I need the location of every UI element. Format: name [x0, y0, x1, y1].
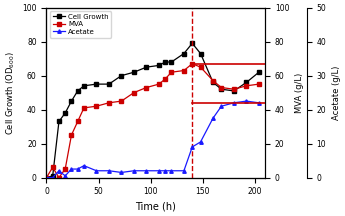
Acetate — [119, 171, 124, 174]
Cell Growth — [95, 83, 99, 85]
Cell Growth — [163, 61, 167, 63]
Acetate — [163, 170, 167, 172]
Cell Growth — [63, 112, 67, 114]
Cell Growth — [157, 64, 161, 67]
Acetate — [157, 170, 161, 172]
Cell Growth — [190, 42, 194, 45]
Acetate — [257, 102, 261, 104]
Cell Growth — [51, 175, 55, 177]
Cell Growth — [69, 100, 73, 102]
Cell Growth — [211, 81, 215, 84]
MVA — [69, 134, 73, 136]
Acetate — [51, 176, 55, 179]
Line: Cell Growth: Cell Growth — [45, 42, 260, 179]
Acetate — [57, 170, 61, 172]
Acetate — [244, 100, 248, 102]
MVA — [144, 86, 148, 89]
MVA — [219, 86, 224, 89]
Cell Growth — [144, 66, 148, 68]
Cell Growth — [257, 71, 261, 73]
Line: Acetate: Acetate — [45, 99, 260, 179]
Acetate — [95, 170, 99, 172]
Line: MVA: MVA — [45, 62, 260, 179]
Acetate — [82, 164, 86, 167]
Cell Growth — [169, 61, 174, 63]
Y-axis label: Acetate (g/L): Acetate (g/L) — [332, 65, 341, 120]
Acetate — [211, 117, 215, 119]
Legend: Cell Growth, MVA, Acetate: Cell Growth, MVA, Acetate — [50, 11, 111, 38]
Cell Growth — [76, 90, 80, 92]
Y-axis label: MVA (g/L): MVA (g/L) — [295, 73, 304, 113]
Cell Growth — [244, 81, 248, 84]
Cell Growth — [82, 84, 86, 87]
MVA — [163, 78, 167, 80]
Cell Growth — [182, 52, 186, 55]
Cell Growth — [198, 52, 203, 55]
MVA — [182, 69, 186, 72]
MVA — [76, 120, 80, 123]
MVA — [132, 91, 136, 94]
MVA — [95, 105, 99, 108]
Acetate — [232, 102, 236, 104]
Acetate — [219, 105, 224, 108]
Y-axis label: Cell Growth (OD$_{600}$): Cell Growth (OD$_{600}$) — [4, 51, 17, 135]
MVA — [119, 100, 124, 102]
MVA — [211, 79, 215, 82]
Cell Growth — [232, 90, 236, 92]
MVA — [232, 88, 236, 91]
MVA — [51, 166, 55, 169]
Acetate — [45, 176, 49, 179]
Acetate — [182, 170, 186, 172]
X-axis label: Time (h): Time (h) — [135, 202, 176, 212]
Acetate — [144, 170, 148, 172]
Acetate — [132, 170, 136, 172]
MVA — [45, 176, 49, 179]
Cell Growth — [219, 88, 224, 91]
Acetate — [107, 170, 111, 172]
Acetate — [169, 170, 174, 172]
Cell Growth — [57, 120, 61, 123]
MVA — [157, 83, 161, 85]
MVA — [190, 62, 194, 65]
Acetate — [63, 175, 67, 177]
Acetate — [69, 168, 73, 170]
Cell Growth — [119, 74, 124, 77]
MVA — [63, 168, 67, 170]
Cell Growth — [107, 83, 111, 85]
MVA — [57, 176, 61, 179]
Acetate — [198, 141, 203, 143]
MVA — [257, 83, 261, 85]
MVA — [82, 107, 86, 109]
Cell Growth — [132, 71, 136, 73]
MVA — [244, 84, 248, 87]
Acetate — [190, 146, 194, 148]
Cell Growth — [45, 176, 49, 179]
MVA — [169, 71, 174, 73]
MVA — [107, 102, 111, 104]
MVA — [198, 66, 203, 68]
Acetate — [76, 168, 80, 170]
